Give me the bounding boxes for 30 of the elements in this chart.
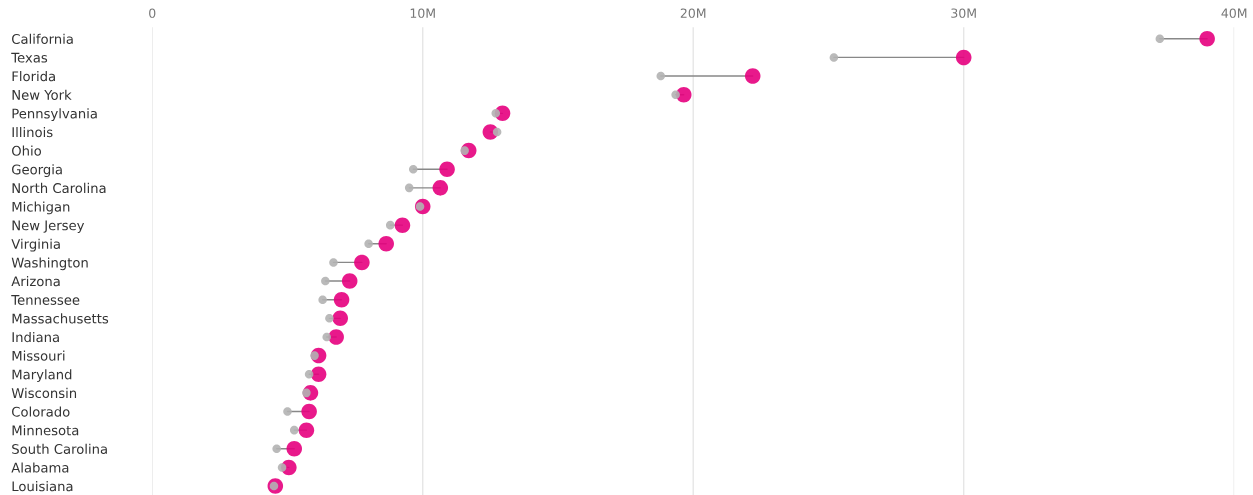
x-tick-label: 40M: [1221, 8, 1247, 18]
y-tick-label: Massachusetts: [12, 313, 109, 324]
y-tick-label: Alabama: [11, 462, 69, 473]
y-tick-label: Indiana: [12, 331, 59, 343]
y-tick-label: Virginia: [11, 238, 60, 252]
y-tick-label: Ohio: [12, 145, 42, 156]
x-tick-label: 0: [149, 8, 156, 18]
y-tick-label: Minnesota: [12, 425, 79, 436]
y-tick-label: Michigan: [12, 201, 70, 215]
y-tick-label: New York: [12, 89, 72, 100]
y-tick-label: Illinois: [12, 126, 53, 138]
x-tick-label: 10M: [410, 8, 435, 18]
y-tick-label: Missouri: [12, 350, 65, 361]
y-tick-label: Pennsylvania: [12, 108, 97, 122]
y-tick-label: Louisiana: [12, 481, 73, 492]
y-tick-label: New Jersey: [12, 220, 85, 233]
x-tick-label: 20M: [680, 8, 706, 18]
y-tick-label: South Carolina: [12, 443, 107, 454]
y-tick-label: Texas: [11, 52, 48, 63]
y-tick-label: Wisconsin: [11, 387, 77, 399]
y-tick-label: Georgia: [12, 164, 62, 177]
x-tick-label: 30M: [951, 8, 976, 18]
y-tick-label: Maryland: [12, 369, 72, 382]
y-tick-label: Florida: [12, 71, 55, 82]
y-tick-label: Colorado: [12, 406, 70, 417]
y-tick-label: Arizona: [11, 276, 60, 287]
y-tick-label: Tennessee: [11, 295, 80, 305]
y-tick-label: North Carolina: [12, 182, 106, 194]
y-tick-label: California: [12, 33, 73, 44]
y-tick-label: Washington: [11, 257, 88, 271]
